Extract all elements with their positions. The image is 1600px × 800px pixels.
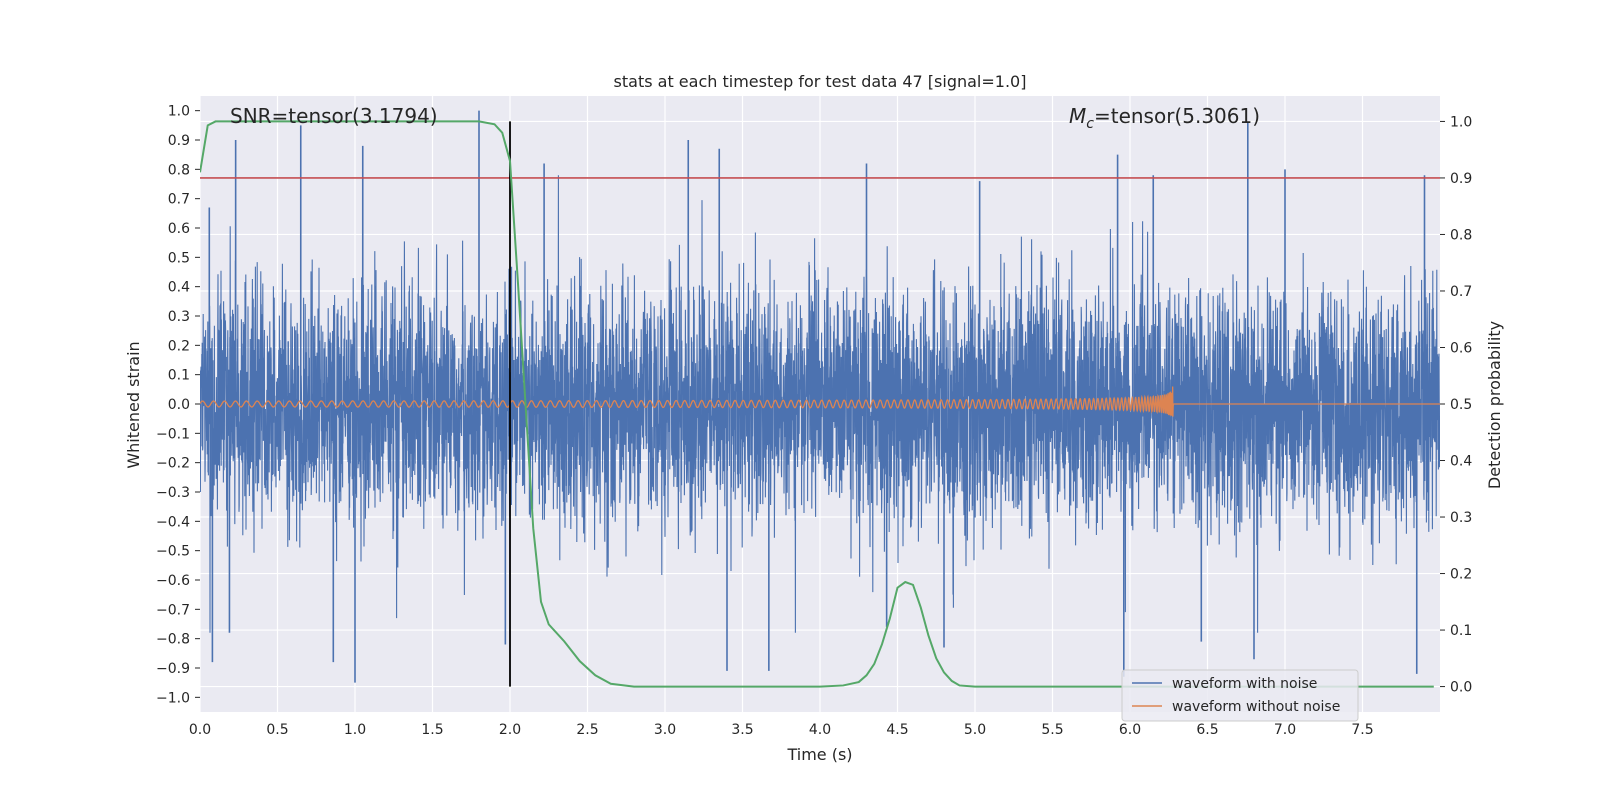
waveform-without-noise-line	[200, 386, 1440, 417]
y2-tick-label: 0.8	[1450, 227, 1472, 243]
x-tick-label: 6.5	[1196, 722, 1218, 738]
y-tick-label: 1.0	[168, 104, 190, 120]
y-tick-label: 0.4	[168, 280, 190, 296]
y-tick-label: 0.3	[168, 309, 190, 325]
legend-label-clean: waveform without noise	[1172, 699, 1340, 715]
x-axis-label: Time (s)	[786, 745, 852, 764]
y-tick-label: 0.8	[168, 162, 190, 178]
x-tick-label: 6.0	[1119, 722, 1141, 738]
x-tick-label: 3.5	[731, 722, 753, 738]
chirp-mass-value: =tensor(5.3061)	[1094, 104, 1260, 128]
x-tick-label: 1.5	[421, 722, 443, 738]
y2-tick-label: 0.5	[1450, 397, 1472, 413]
y2-tick-label: 0.4	[1450, 454, 1472, 470]
y2-tick-label: 0.7	[1450, 284, 1472, 300]
waveform-with-noise-line	[200, 175, 1440, 633]
y2-tick-label: 0.6	[1450, 340, 1472, 356]
y-tick-label: 0.7	[168, 192, 190, 208]
y-tick-label: −0.9	[156, 661, 190, 677]
x-tick-label: 5.5	[1041, 722, 1063, 738]
chart-title: stats at each timestep for test data 47 …	[614, 72, 1027, 91]
waveform-with-noise-series	[200, 110, 1440, 683]
y-tick-label: 0.0	[168, 397, 190, 413]
y2-axis-ticks: 1.0 0.9 0.8 0.7 0.6 0.5 0.4 0.3 0.2 0.1 0.0	[1440, 114, 1472, 696]
y-axis-label: Whitened strain	[124, 341, 143, 468]
y-tick-label: −0.4	[156, 514, 190, 530]
x-axis-ticks: 0.0 0.5 1.0 1.5 2.0 2.5 3.0 3.5 4.0 4.5 5.0 5.5 6.0 6…	[189, 722, 1374, 738]
waveform-without-noise-series	[200, 386, 1440, 417]
x-tick-label: 4.0	[809, 722, 831, 738]
legend: waveform with noise waveform without noi…	[1121, 669, 1359, 722]
y2-tick-label: 1.0	[1450, 114, 1472, 130]
x-tick-label: 4.5	[886, 722, 908, 738]
x-tick-label: 0.0	[189, 722, 211, 738]
y-tick-label: −0.2	[156, 456, 190, 472]
y-axis-ticks: 1.0 0.9 0.8 0.7 0.6 0.5 0.4 0.3 0.2 0.1 0.0 −0.1 −0.…	[156, 104, 200, 706]
y-tick-label: −0.8	[156, 632, 190, 648]
y-tick-label: 0.9	[168, 133, 190, 149]
y2-tick-label: 0.3	[1450, 510, 1472, 526]
y2-tick-label: 0.1	[1450, 623, 1472, 639]
x-tick-label: 7.5	[1351, 722, 1373, 738]
chirp-mass-subscript: c	[1086, 116, 1094, 132]
x-tick-label: 2.0	[499, 722, 521, 738]
detection-probability-line	[200, 120, 1434, 688]
y2-tick-label: 0.0	[1450, 680, 1472, 696]
legend-label-noise: waveform with noise	[1172, 676, 1317, 692]
x-tick-label: 7.0	[1274, 722, 1296, 738]
y2-tick-label: 0.9	[1450, 171, 1472, 187]
legend-box	[1121, 669, 1359, 722]
x-tick-label: 1.0	[344, 722, 366, 738]
x-tick-label: 2.5	[576, 722, 598, 738]
y-tick-label: 0.2	[168, 338, 190, 354]
y-tick-label: −0.5	[156, 544, 190, 560]
overlay-lines	[200, 121, 1440, 687]
y-tick-label: −0.1	[156, 426, 190, 442]
chirp-mass-annotation: Mc=tensor(5.3061)	[1069, 104, 1260, 132]
y-tick-label: 0.1	[168, 368, 190, 384]
y-tick-label: −0.7	[156, 602, 190, 618]
y-tick-label: −0.3	[156, 485, 190, 501]
x-tick-label: 3.0	[654, 722, 676, 738]
snr-annotation: SNR=tensor(3.1794)	[230, 104, 438, 128]
y-tick-label: −1.0	[156, 690, 190, 706]
y-tick-label: 0.5	[168, 250, 190, 266]
y-tick-label: −0.6	[156, 573, 190, 589]
y-tick-label: 0.6	[168, 221, 190, 237]
x-tick-label: 5.0	[964, 722, 986, 738]
y2-axis-label: Detection probability	[1485, 321, 1504, 489]
detection-probability-series	[200, 120, 1434, 688]
x-tick-label: 0.5	[266, 722, 288, 738]
chirp-mass-symbol: M	[1069, 104, 1086, 128]
y2-tick-label: 0.2	[1450, 567, 1472, 583]
